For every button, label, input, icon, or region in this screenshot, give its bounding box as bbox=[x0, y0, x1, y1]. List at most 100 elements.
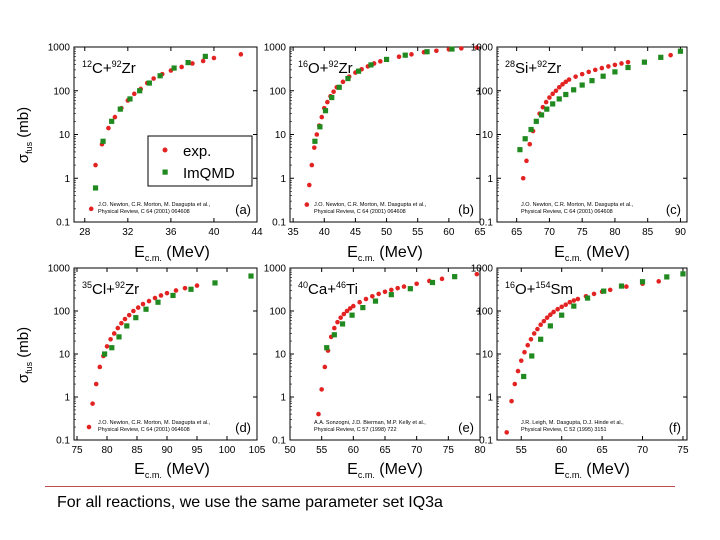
imqmd-point bbox=[345, 75, 351, 82]
exp-point bbox=[579, 71, 585, 77]
panel-title-part: 12 bbox=[82, 59, 92, 69]
y-tick-label: 1 bbox=[64, 393, 70, 404]
reference-line-1: J.O. Newton, C.R. Morton, M. Dasgupta et… bbox=[98, 202, 211, 208]
x-tick-label: 36 bbox=[165, 227, 177, 238]
chart-panel-4: 0.1 1 10 100 1000 75 80 85 90 95 100 105 35Cl+92Zr (d… bbox=[48, 264, 266, 457]
x-tick-label: 75 bbox=[443, 445, 455, 456]
exp-point bbox=[351, 303, 356, 309]
x-tick-label: 55 bbox=[412, 227, 424, 238]
imqmd-point bbox=[550, 101, 556, 107]
panel-title-part: 92 bbox=[537, 59, 547, 69]
y-tick-label: 1000 bbox=[264, 43, 287, 54]
imqmd-point bbox=[664, 274, 670, 280]
imqmd-point bbox=[579, 82, 585, 88]
exp-point bbox=[414, 281, 419, 287]
imqmd-point bbox=[563, 91, 569, 98]
imqmd-point bbox=[517, 147, 523, 153]
imqmd-point bbox=[109, 345, 115, 351]
imqmd-point bbox=[528, 126, 534, 133]
y-label-symbol: σ bbox=[15, 153, 32, 163]
x-label-sub: c.m. bbox=[565, 470, 582, 480]
exp-point bbox=[668, 52, 673, 58]
reference-line-2: Physical Review, C 64 (2001) 064608 bbox=[521, 209, 613, 215]
y-tick-label: 100 bbox=[476, 307, 493, 318]
chart-panel-1: 0.1 1 10 100 1000 28 32 36 40 44 12C+92Zr (a) J.O. N… bbox=[48, 43, 263, 239]
exp-point bbox=[543, 99, 549, 105]
x-tick-label: 45 bbox=[350, 227, 362, 238]
panel-title-part: 154 bbox=[535, 280, 550, 290]
exp-point bbox=[363, 296, 369, 302]
panel-title-part: O+ bbox=[515, 281, 536, 298]
x-tick-label: 65 bbox=[379, 445, 391, 456]
y-tick-label: 1 bbox=[64, 174, 70, 185]
panel-title-part: Zr bbox=[125, 281, 139, 298]
y-label-unit: (mb) bbox=[15, 327, 32, 362]
imqmd-point bbox=[102, 351, 108, 357]
imqmd-point bbox=[127, 96, 133, 102]
chart-panel-6: 0.1 1 10 100 1000 55 60 65 70 75 16O+154Sm (f) J.R. … bbox=[471, 264, 689, 457]
exp-point bbox=[656, 279, 662, 284]
chart-panel-5: 0.1 1 10 100 1000 50 55 60 65 70 75 80 40Ca+46Ti (e) A… bbox=[264, 264, 486, 457]
x-tick-label: 50 bbox=[381, 227, 393, 238]
legend: exp. ImQMD bbox=[147, 135, 253, 187]
exp-point bbox=[332, 325, 337, 331]
panel-letter: (c) bbox=[666, 202, 681, 217]
imqmd-point bbox=[559, 312, 565, 318]
reference-line-1: J.O. Newton, C.R. Morton, M. Dasgupta et… bbox=[314, 202, 427, 208]
y-tick-label: 0.1 bbox=[56, 218, 70, 229]
exp-point bbox=[525, 342, 531, 348]
exp-point bbox=[409, 52, 414, 57]
y-tick-label: 10 bbox=[275, 350, 287, 361]
y-axis-label-text: σfus (mb) bbox=[15, 107, 34, 163]
x-tick-label: 75 bbox=[677, 445, 689, 456]
imqmd-point bbox=[368, 62, 374, 68]
exp-point bbox=[575, 296, 581, 302]
imqmd-point bbox=[677, 48, 684, 54]
imqmd-point bbox=[589, 78, 595, 84]
imqmd-point bbox=[407, 286, 413, 292]
panel-letter: (f) bbox=[669, 420, 681, 435]
reference-line-1: J.O. Newton, C.R. Morton, M. Dasgupta et… bbox=[521, 202, 634, 208]
y-tick-label: 1 bbox=[280, 174, 286, 185]
exp-point bbox=[115, 325, 121, 331]
reference-line-2: Physical Review, C 52 (1995) 3151 bbox=[521, 427, 607, 433]
x-label-sub: c.m. bbox=[358, 253, 375, 263]
imqmd-point bbox=[612, 69, 618, 75]
x-tick-label: 75 bbox=[71, 445, 83, 456]
imqmd-point bbox=[322, 108, 329, 114]
exp-point bbox=[152, 295, 158, 301]
reference-line-2: Physical Review, C 64 (2001) 064608 bbox=[314, 209, 406, 215]
exp-point bbox=[607, 287, 613, 293]
y-tick-label: 1 bbox=[487, 393, 493, 404]
exp-point bbox=[131, 91, 137, 97]
y-tick-label: 1000 bbox=[471, 43, 494, 54]
imqmd-point bbox=[571, 87, 577, 93]
exp-point bbox=[158, 293, 164, 298]
exp-point bbox=[555, 306, 560, 312]
exp-point bbox=[200, 58, 206, 64]
imqmd-point bbox=[146, 80, 152, 86]
panel-title-part: 92 bbox=[112, 59, 122, 69]
imqmd-point bbox=[143, 306, 149, 312]
exp-point bbox=[304, 202, 310, 207]
exp-point bbox=[314, 132, 320, 137]
imqmd-point bbox=[137, 88, 143, 94]
imqmd-point bbox=[360, 304, 366, 311]
exp-point bbox=[316, 411, 321, 417]
exp-point bbox=[112, 114, 118, 120]
imqmd-point bbox=[641, 59, 648, 65]
panel-letter: (d) bbox=[235, 420, 251, 435]
y-tick-label: 100 bbox=[476, 86, 493, 97]
exp-point bbox=[524, 158, 529, 164]
exp-point bbox=[547, 95, 552, 100]
x-tick-label: 44 bbox=[251, 227, 263, 238]
y-tick-label: 0.1 bbox=[56, 436, 70, 447]
panel-title: 16O+92Zr bbox=[298, 59, 353, 77]
exp-point bbox=[382, 289, 388, 295]
x-tick-label: 75 bbox=[577, 227, 589, 238]
exp-point bbox=[319, 114, 325, 120]
imqmd-point bbox=[383, 56, 390, 63]
y-tick-label: 0.1 bbox=[479, 436, 493, 447]
panel-title-part: 92 bbox=[115, 280, 125, 290]
x-tick-label: 105 bbox=[249, 445, 266, 456]
